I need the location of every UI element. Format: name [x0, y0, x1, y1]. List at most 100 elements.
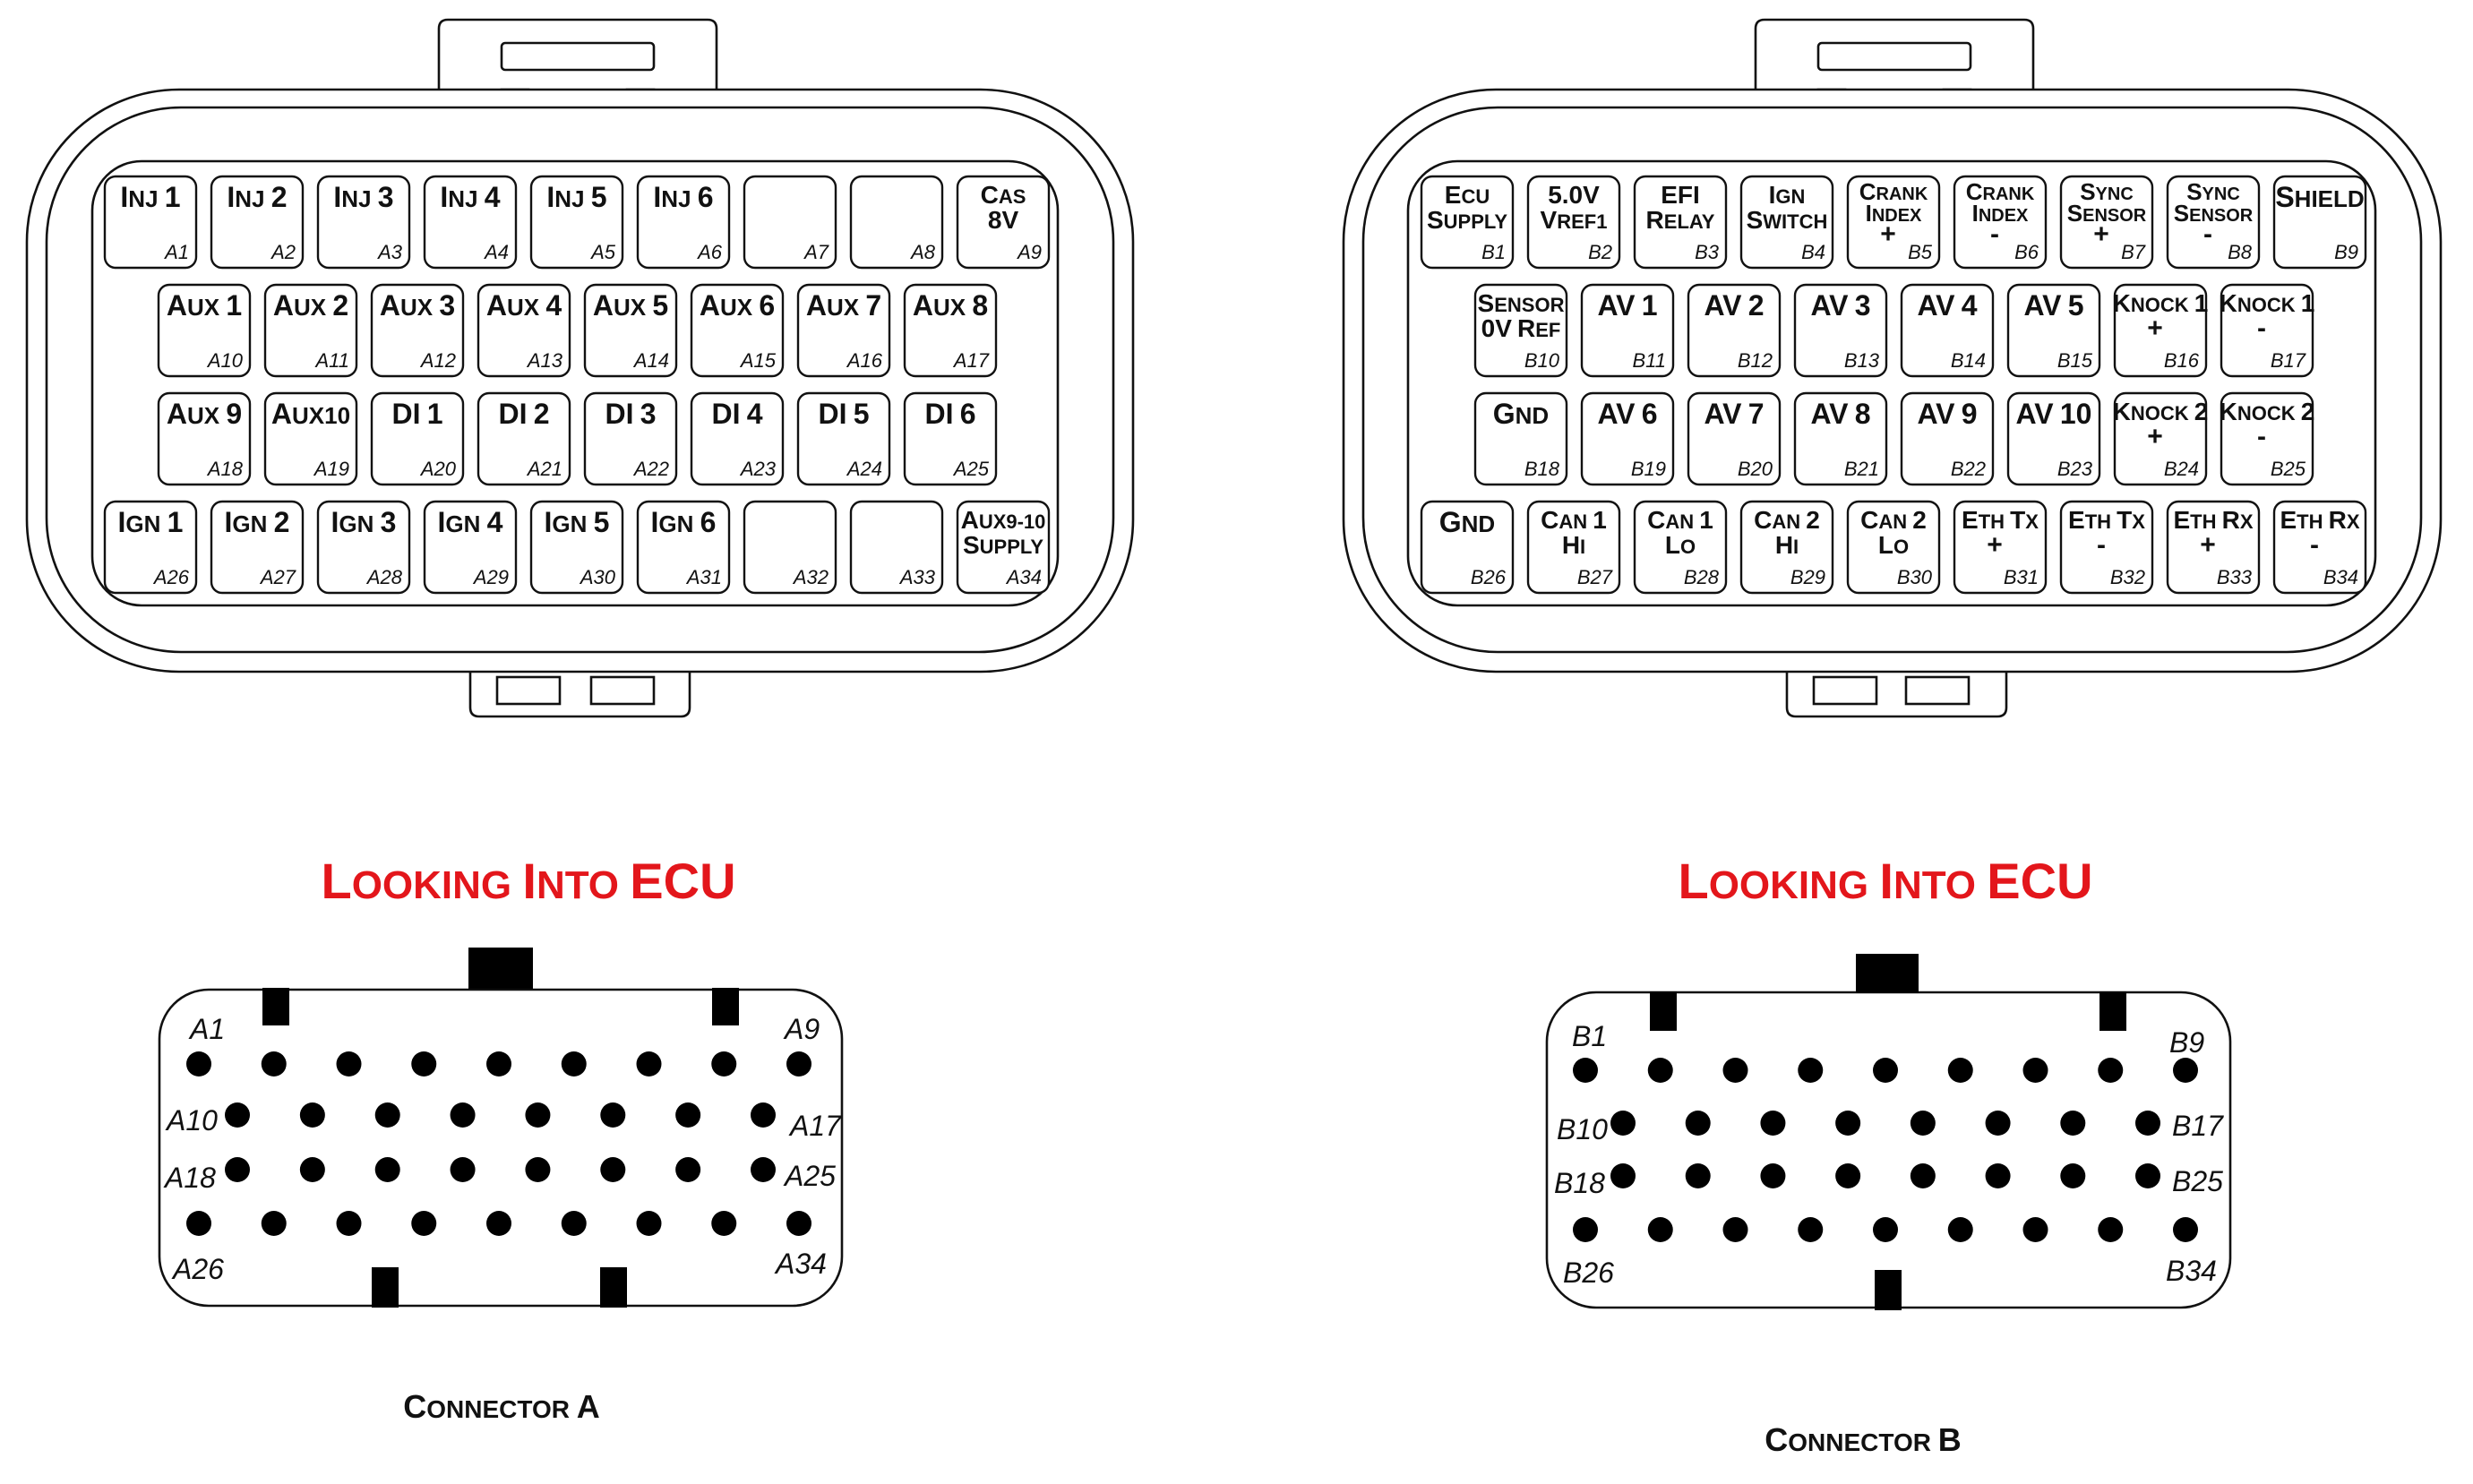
pin-number: B10: [1524, 349, 1560, 372]
pin-cavity-b12: AV 2 B12: [1687, 283, 1782, 378]
pin-number: B34: [2323, 566, 2358, 588]
pin-box: [1633, 500, 1728, 595]
pin-label-di-3: DI 3: [605, 398, 656, 430]
pin-number: A22: [632, 458, 669, 480]
pin-number: B32: [2110, 566, 2145, 588]
pin-cavity-b24: KNOCK 2+B24: [2113, 391, 2209, 486]
face-b-label-top-left: B1: [1572, 1020, 1607, 1052]
face-pin-dot: [711, 1051, 737, 1077]
face-pin-dot: [600, 1102, 626, 1128]
pin-label-ign-5: IGN 5: [545, 506, 610, 538]
pin-label-relay: RELAY: [1646, 206, 1715, 234]
pin-cavity-b16: KNOCK 1+B16: [2113, 283, 2208, 378]
pin-label-di-1: DI 1: [391, 398, 442, 430]
pin-label-sync: SYNC: [2186, 178, 2240, 205]
pin-label-av-8: AV 8: [1810, 398, 1870, 430]
pin-number: B29: [1790, 566, 1825, 588]
face-b-label-top-right: B9: [2169, 1026, 2204, 1059]
pin-label-can-1: CAN 1: [1647, 506, 1713, 534]
pin-number: A20: [419, 458, 457, 480]
pin-cavity-b21: AV 8 B21: [1793, 391, 1888, 486]
pin-cavity-a15: AUX 6 A15: [690, 283, 785, 378]
pin-number: B20: [1738, 458, 1773, 480]
pin-number: A32: [792, 566, 829, 588]
face-pin-dot: [2022, 1217, 2048, 1242]
pin-number: B24: [2164, 458, 2199, 480]
pin-label-ecu: ECU: [1445, 181, 1490, 209]
pin-number: A3: [376, 241, 403, 263]
pin-box: [1953, 500, 2048, 595]
pin-label-: -: [2257, 422, 2266, 451]
pin-label-av-3: AV 3: [1810, 289, 1870, 322]
pin-cavity-b28: CAN 1LO B28: [1633, 500, 1728, 595]
face-pin-dot: [1947, 1058, 1973, 1083]
pin-box: [956, 175, 1051, 270]
pin-number: B8: [2228, 241, 2253, 263]
pin-label-ign-1: IGN 1: [118, 506, 184, 538]
face-pin-dot: [636, 1051, 662, 1077]
pin-cavity-a10: AUX 1 A10: [157, 283, 252, 378]
pin-cavity-b30: CAN 2LO B30: [1846, 500, 1941, 595]
pin-box: [1900, 391, 1995, 486]
pin-box: [157, 283, 252, 378]
pin-cavity-a22: DI 3 A22: [583, 391, 678, 486]
pin-box: [103, 175, 198, 270]
face-pin-dot: [1873, 1217, 1898, 1242]
pin-label-aux-8: AUX 8: [913, 289, 988, 322]
face-pin-dot: [186, 1051, 211, 1077]
face-a-label-row3-left: A18: [163, 1162, 216, 1194]
face-pin-dot: [299, 1102, 325, 1128]
pin-box: [263, 283, 358, 378]
pin-label-aux-3: AUX 3: [380, 289, 455, 322]
pin-label-av-9: AV 9: [1917, 398, 1977, 430]
face-a-label-row2-right: A17: [788, 1110, 842, 1142]
pin-number: B18: [1524, 458, 1560, 480]
pin-number: A30: [579, 566, 616, 588]
face-pin-dot: [1647, 1217, 1673, 1242]
connector-b-view-title: LOOKING INTO ECU: [1678, 853, 2092, 909]
face-pin-dot: [1573, 1217, 1598, 1242]
pin-number: A9: [1016, 241, 1042, 263]
pin-box: [423, 500, 518, 595]
pin-cavity-b22: AV 9 B22: [1900, 391, 1995, 486]
pin-cavity-a7: A7: [743, 175, 837, 270]
pin-box: [743, 175, 837, 270]
pin-label-: +: [2147, 422, 2163, 451]
pin-number: B5: [1908, 241, 1933, 263]
face-key-bottom-left: [372, 1267, 399, 1308]
pin-cavity-a13: AUX 4 A13: [477, 283, 571, 378]
face-pin-dot: [786, 1051, 811, 1077]
connector-a-caption: CONNECTOR A: [403, 1388, 600, 1425]
pin-cavity-b26: GND B26: [1420, 500, 1515, 595]
connector-b-face-view: B1 B9 B10 B17 B18 B25 B26 B34: [1545, 954, 2232, 1310]
pin-label-gnd: GND: [1439, 506, 1495, 538]
face-pin-dot: [261, 1211, 287, 1236]
pin-cavity-a30: IGN 5 A30: [529, 500, 624, 595]
pin-box: [2166, 175, 2261, 270]
pin-label-: -: [2203, 219, 2212, 249]
pin-cavity-a23: DI 4 A23: [690, 391, 785, 486]
pin-label-5-0v: 5.0V: [1548, 181, 1600, 209]
pin-label-efi: EFI: [1661, 181, 1700, 209]
pin-number: A18: [206, 458, 244, 480]
pin-box: [477, 391, 571, 486]
pin-box: [796, 391, 891, 486]
pin-label-eth-tx: ETH TX: [1962, 506, 2039, 534]
pin-number: B16: [2164, 349, 2200, 372]
pin-number: B13: [1844, 349, 1880, 372]
pin-number: A17: [952, 349, 990, 372]
face-pin-dot: [450, 1102, 476, 1128]
pin-number: B4: [1801, 241, 1825, 263]
pin-label-knock-2: KNOCK 2: [2113, 398, 2209, 425]
face-a-label-top-right: A9: [783, 1013, 820, 1045]
pin-cavity-b20: AV 7 B20: [1687, 391, 1782, 486]
pin-box: [2220, 391, 2314, 486]
pin-number: B12: [1738, 349, 1773, 372]
face-pin-dot: [1573, 1058, 1598, 1083]
face-pin-dot: [486, 1051, 511, 1077]
face-pin-dot: [1760, 1111, 1786, 1136]
face-pin-dot: [2060, 1163, 2086, 1188]
